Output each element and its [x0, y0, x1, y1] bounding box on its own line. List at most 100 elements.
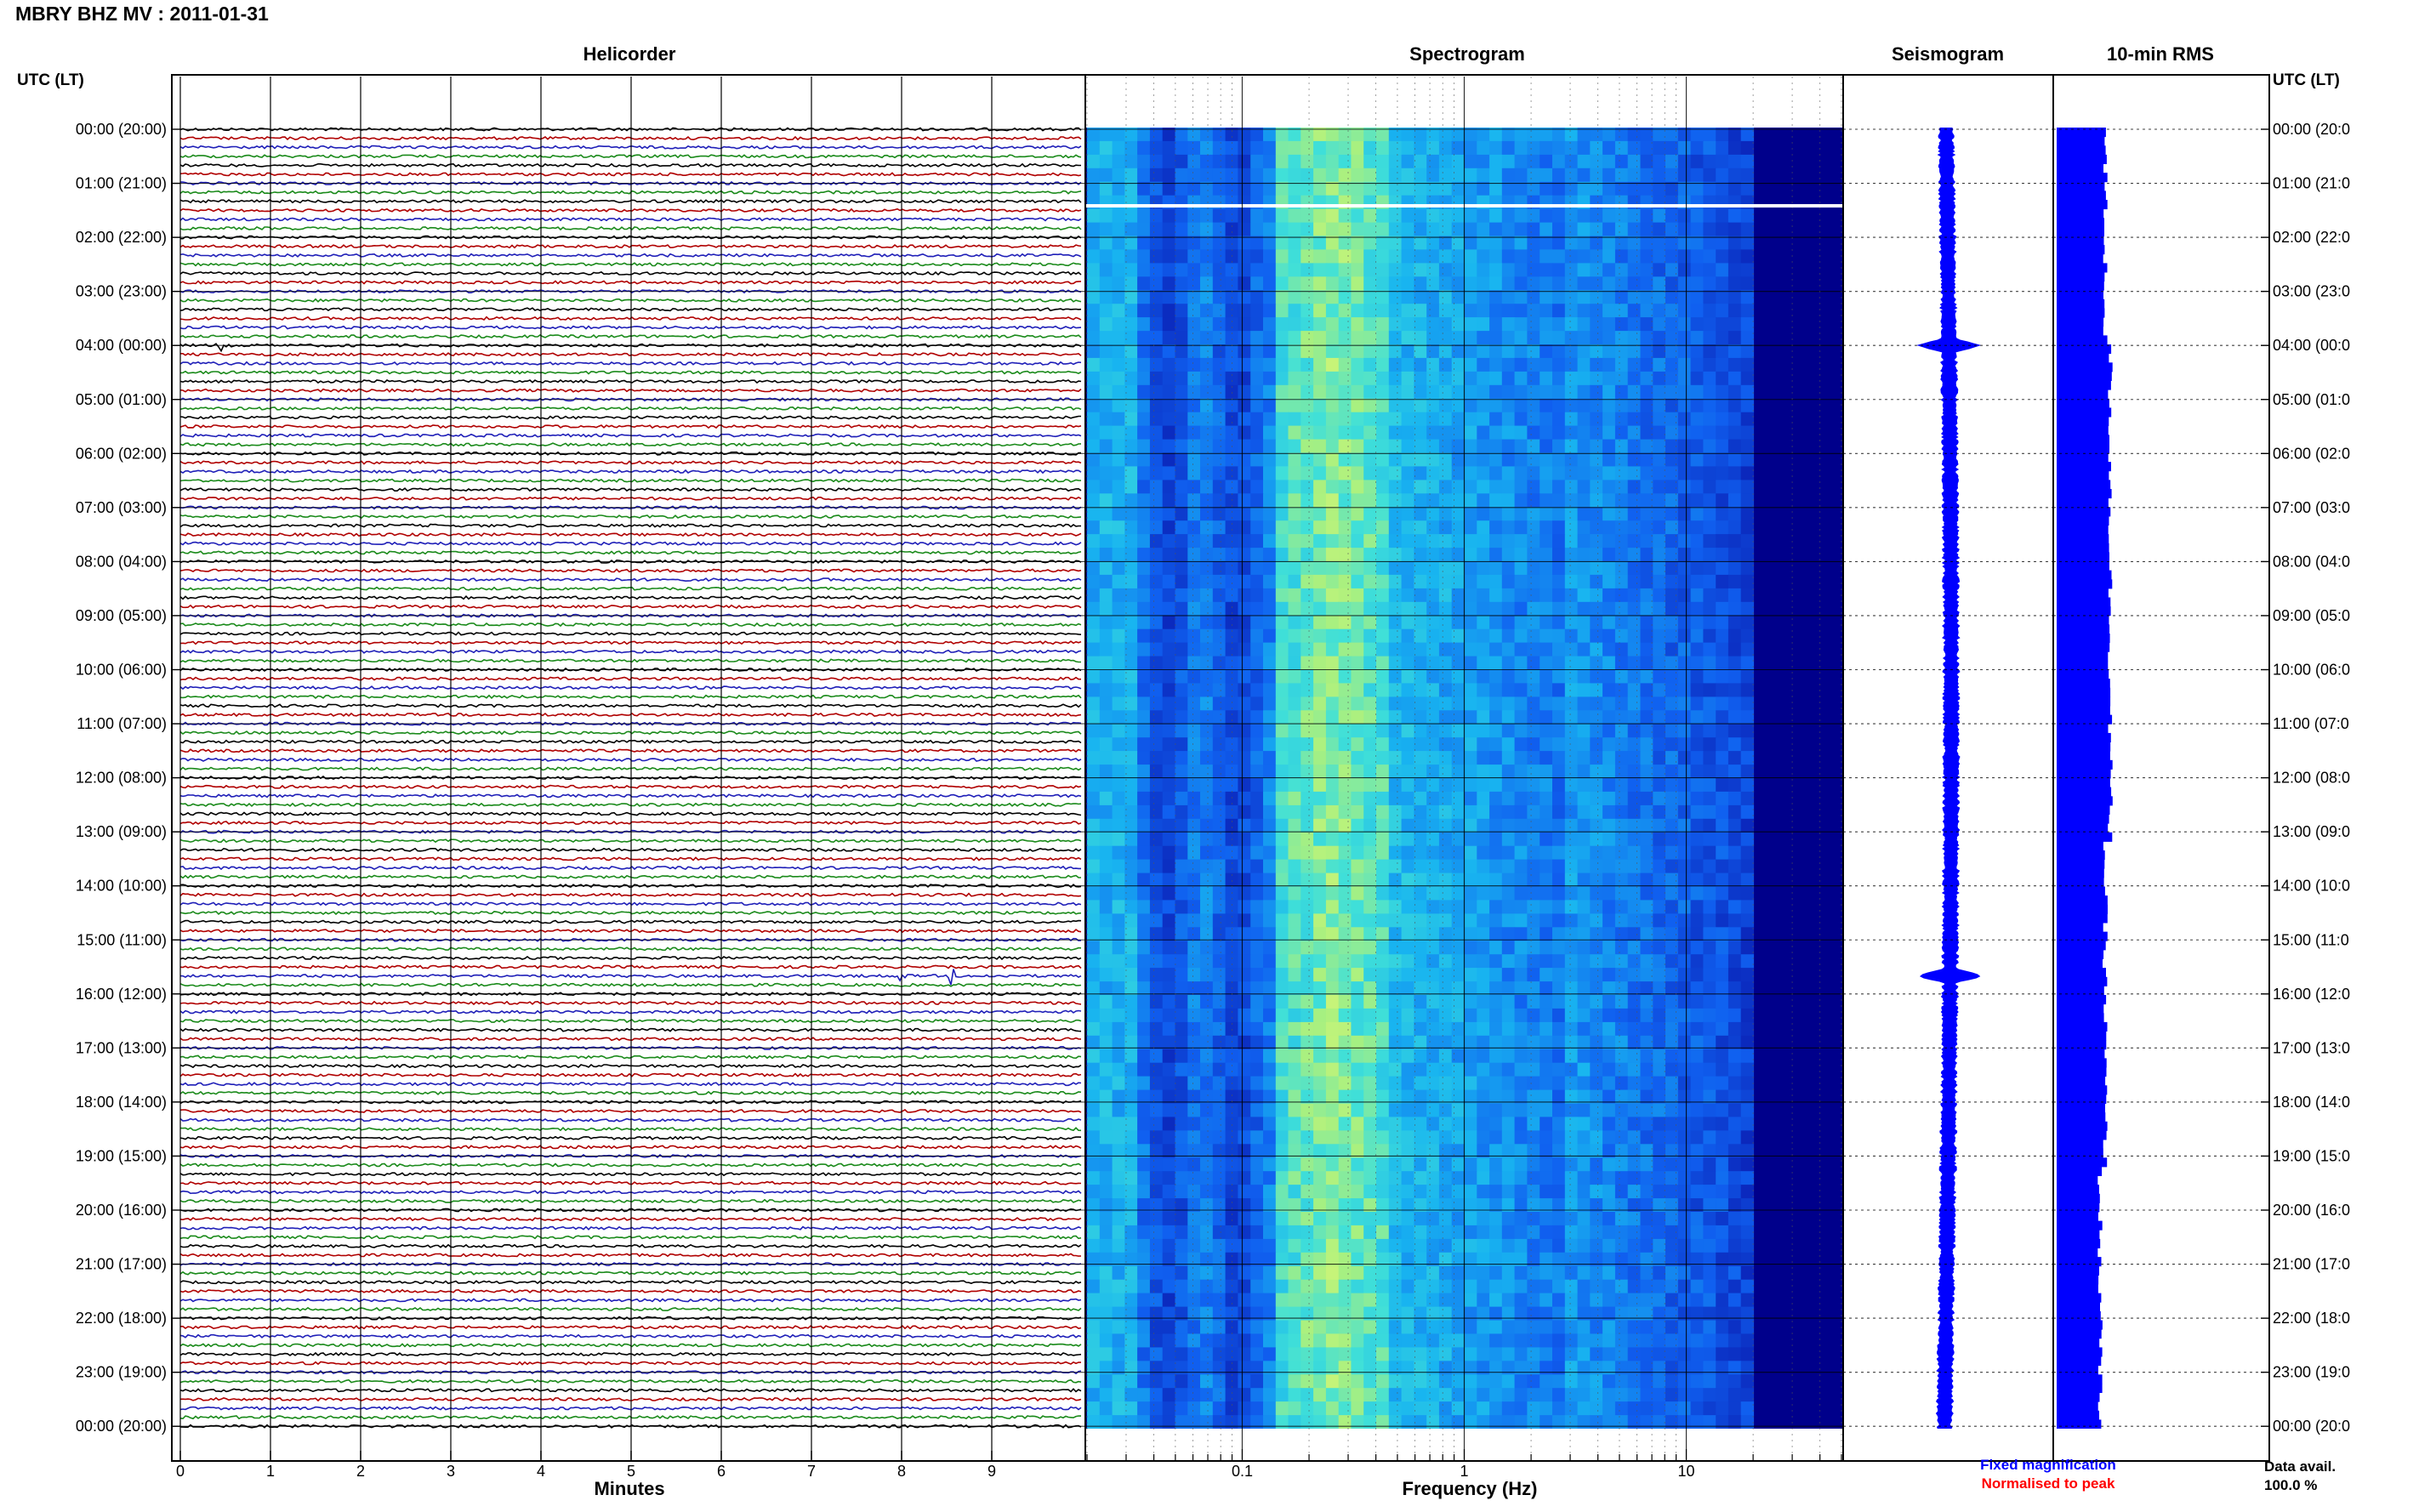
spectrogram-cell [1225, 1144, 1238, 1158]
spectrogram-cell [1351, 818, 1364, 833]
spectrogram-cell [1464, 1157, 1477, 1172]
spectrogram-cell [1627, 913, 1642, 928]
spectrogram-cell [1363, 968, 1377, 982]
spectrogram-cell [1187, 724, 1201, 738]
spectrogram-cell [1426, 995, 1440, 1009]
spectrogram-cell [1363, 1265, 1377, 1281]
spectrogram-cell [1363, 439, 1377, 454]
spectrogram-cell [1401, 1279, 1414, 1294]
spectrogram-cell [1614, 981, 1629, 996]
spectrogram-cell [1212, 1347, 1227, 1361]
spectrogram-cell [1187, 507, 1201, 521]
spectrogram-cell [1727, 724, 1742, 738]
spectrogram-cell [1703, 439, 1716, 454]
spectrogram-cell [1401, 439, 1414, 454]
spectrogram-cell [1703, 1021, 1716, 1037]
spectrogram-cell [1414, 1089, 1427, 1105]
spectrogram-cell [1288, 344, 1301, 359]
spectrogram-cell [1665, 331, 1679, 345]
spectrogram-cell [1727, 1198, 1742, 1213]
spectrogram-cell [1501, 832, 1516, 847]
spectrogram-cell [1313, 1333, 1327, 1348]
spectrogram-cell [1677, 154, 1692, 169]
spectrogram-cell [1477, 588, 1490, 603]
spectrogram-cell [1602, 1306, 1616, 1322]
spectrogram-cell [1149, 724, 1164, 738]
spectrogram-cell [1690, 168, 1704, 183]
spectrogram-cell [1614, 1185, 1629, 1199]
spectrogram-cell [1602, 669, 1616, 684]
spectrogram-cell [1653, 452, 1666, 467]
spectrogram-cell [1275, 344, 1289, 359]
spectrogram-cell [1716, 1347, 1729, 1361]
spectrogram-cell [1653, 1265, 1666, 1281]
spectrogram-cell [1325, 1252, 1340, 1267]
spectrogram-cell [1627, 1212, 1642, 1226]
spectrogram-cell [1489, 357, 1503, 372]
spectrogram-cell [1238, 344, 1251, 359]
spectrogram-cell [1640, 1144, 1653, 1158]
spectrogram-cell [1149, 168, 1164, 183]
spectrogram-cell [1388, 384, 1403, 400]
spectrogram-cell [1602, 398, 1616, 413]
spectrogram-cell [1388, 317, 1403, 332]
spectrogram-cell [1162, 1225, 1176, 1240]
spectrogram-cell [1527, 168, 1540, 183]
spectrogram-cell [1690, 751, 1704, 765]
spectrogram-cell [1540, 981, 1553, 996]
spectrogram-cell [1414, 941, 1427, 955]
spectrogram-cell [1351, 1225, 1364, 1240]
spectrogram-cell [1301, 1333, 1314, 1348]
spectrogram-cell [1577, 588, 1591, 603]
spectrogram-cell [1137, 222, 1151, 237]
spectrogram-cell [1514, 466, 1528, 480]
spectrogram-cell [1187, 534, 1201, 549]
spectrogram-cell [1376, 656, 1390, 671]
spectrogram-cell [1388, 466, 1403, 480]
spectrogram-cell [1149, 818, 1164, 833]
spectrogram-cell [1401, 642, 1414, 657]
spectrogram-cell [1426, 615, 1440, 630]
spectrogram-cell [1540, 357, 1553, 372]
spectrogram-cell [1137, 1171, 1151, 1185]
spectrogram-cell [1288, 304, 1301, 318]
spectrogram-cell [1099, 249, 1113, 264]
spectrogram-cell [1137, 683, 1151, 697]
spectrogram-cell [1665, 804, 1679, 820]
spectrogram-cell [1514, 751, 1528, 765]
spectrogram-cell [1238, 128, 1251, 142]
spectrogram-cell [1175, 520, 1188, 535]
spectrogram-cell [1727, 765, 1742, 779]
spectrogram-cell [1740, 696, 1755, 711]
spectrogram-cell [1212, 1185, 1227, 1199]
spectrogram-cell [1640, 1265, 1653, 1281]
spectrogram-cell [1363, 1049, 1377, 1064]
spectrogram-cell [1540, 466, 1553, 480]
spectrogram-cell [1577, 1035, 1591, 1050]
spectrogram-cell [1200, 1347, 1214, 1361]
spectrogram-cell [1527, 507, 1540, 521]
spectrogram-cell [1401, 927, 1414, 941]
spectrogram-cell [1489, 1238, 1503, 1253]
spectrogram-cell [1149, 941, 1164, 955]
spectrogram-cell [1288, 642, 1301, 657]
spectrogram-cell [1187, 628, 1201, 644]
spectrogram-cell [1602, 548, 1616, 562]
spectrogram-cell [1149, 751, 1164, 765]
spectrogram-cell [1376, 466, 1390, 480]
spectrogram-cell [1477, 778, 1490, 793]
spectrogram-cell [1187, 304, 1201, 318]
spectrogram-cell [1414, 1252, 1427, 1267]
spectrogram-cell [1162, 601, 1176, 617]
spectrogram-cell [1338, 574, 1352, 589]
spectrogram-cell [1426, 941, 1440, 955]
spectrogram-cell [1363, 628, 1377, 644]
spectrogram-cell [1590, 1021, 1603, 1037]
spectrogram-cell [1727, 873, 1742, 888]
spectrogram-cell [1501, 941, 1516, 955]
spectrogram-cell [1740, 222, 1755, 237]
spectrogram-cell [1677, 1035, 1692, 1050]
spectrogram-cell [1200, 1103, 1214, 1117]
spectrogram-cell [1727, 1252, 1742, 1267]
spectrogram-cell [1250, 1008, 1264, 1023]
